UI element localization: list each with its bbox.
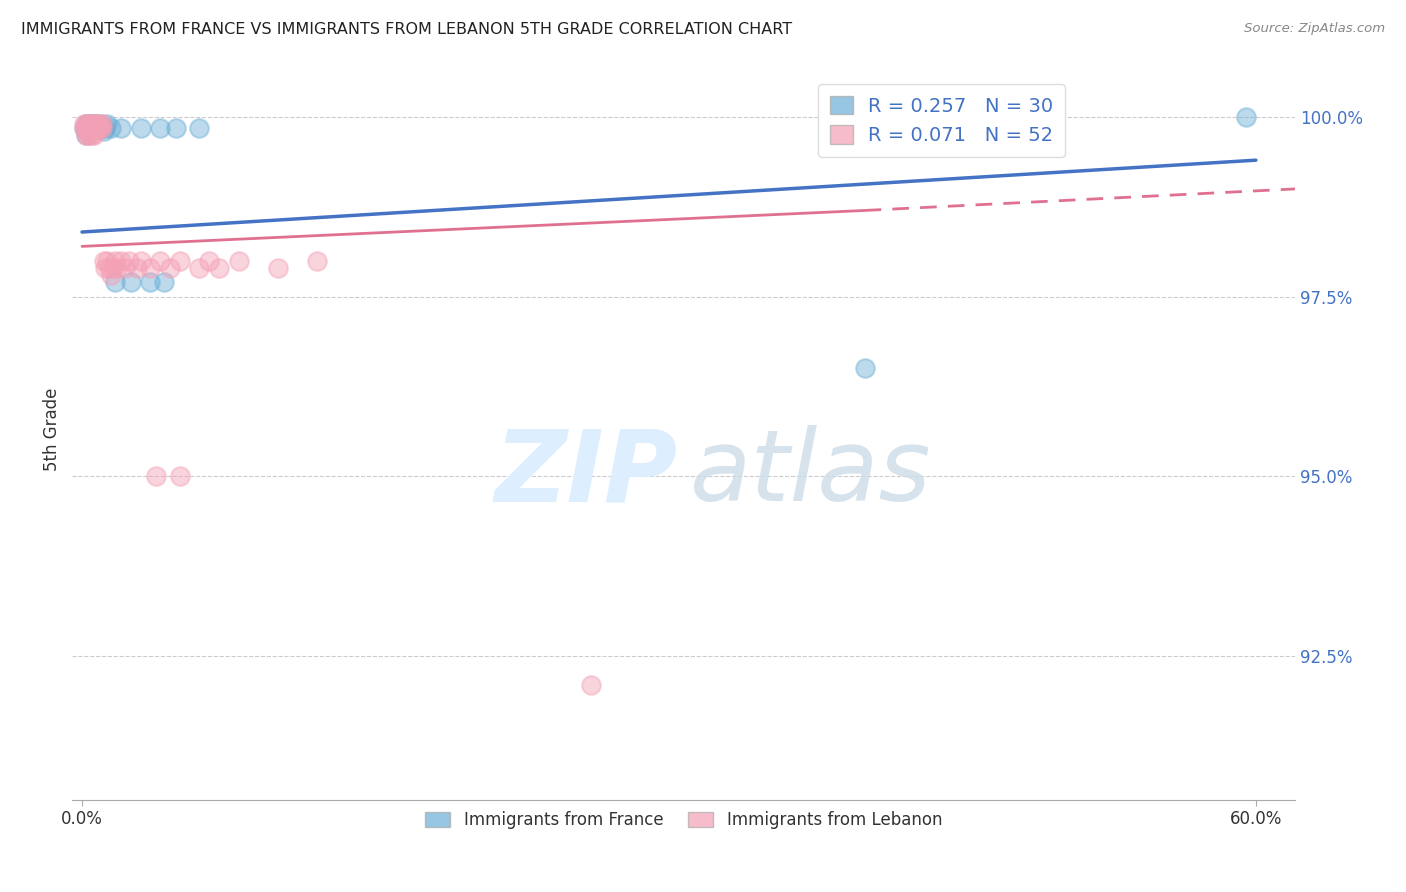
Point (94, 120, 117, 135)
Text: ZIP: ZIP (495, 425, 678, 523)
Text: Source: ZipAtlas.com: Source: ZipAtlas.com (1244, 22, 1385, 36)
Point (80, 117, 103, 131)
Point (110, 120, 132, 135)
Point (103, 260, 125, 275)
Point (75, 128, 97, 142)
Point (198, 253, 221, 268)
Point (149, 120, 172, 135)
Legend: Immigrants from France, Immigrants from Lebanon: Immigrants from France, Immigrants from … (419, 805, 949, 836)
Point (75, 117, 97, 131)
Text: IMMIGRANTS FROM FRANCE VS IMMIGRANTS FROM LEBANON 5TH GRADE CORRELATION CHART: IMMIGRANTS FROM FRANCE VS IMMIGRANTS FRO… (21, 22, 792, 37)
Point (73, 117, 96, 131)
Point (188, 260, 211, 275)
Point (159, 260, 181, 275)
Point (83, 117, 105, 131)
Point (75, 120, 97, 135)
Point (79, 117, 101, 131)
Point (89, 120, 111, 135)
Point (77, 120, 100, 135)
Point (80, 120, 103, 135)
Point (153, 275, 176, 289)
Point (105, 260, 128, 275)
Point (125, 260, 148, 275)
Point (73, 120, 96, 135)
Point (83, 128, 105, 142)
Point (579, 677, 602, 691)
Point (89, 117, 111, 131)
Point (75, 117, 97, 131)
Point (93, 253, 115, 268)
Point (94, 260, 117, 275)
Point (80, 128, 103, 142)
Point (104, 275, 127, 289)
Point (93, 124, 115, 138)
Point (149, 253, 172, 268)
Point (77, 117, 100, 131)
Point (129, 253, 152, 268)
Point (90, 117, 112, 131)
Point (84, 117, 107, 131)
Point (89, 117, 111, 131)
Point (83, 120, 105, 135)
Point (169, 253, 191, 268)
Point (80, 120, 103, 135)
Point (853, 361, 876, 376)
Point (145, 469, 167, 483)
Point (104, 253, 127, 268)
Point (83, 117, 105, 131)
Point (139, 260, 162, 275)
Point (80, 117, 103, 131)
Point (188, 120, 211, 135)
Point (100, 120, 122, 135)
Point (118, 253, 141, 268)
Point (77, 117, 100, 131)
Point (90, 120, 112, 135)
Point (98, 260, 121, 275)
Y-axis label: 5th Grade: 5th Grade (44, 388, 60, 471)
Point (1234, 110, 1257, 124)
Point (208, 260, 231, 275)
Point (75, 128, 97, 142)
Point (90, 120, 112, 135)
Point (86, 120, 108, 135)
Point (110, 253, 132, 268)
Point (266, 260, 288, 275)
Point (100, 268, 122, 282)
Point (79, 128, 101, 142)
Point (84, 117, 107, 131)
Point (129, 120, 152, 135)
Point (114, 260, 136, 275)
Point (86, 120, 108, 135)
Point (96, 117, 118, 131)
Point (228, 253, 250, 268)
Point (165, 120, 187, 135)
Point (83, 120, 105, 135)
Point (73, 120, 96, 135)
Point (79, 120, 101, 135)
Point (77, 120, 100, 135)
Point (79, 117, 101, 131)
Text: atlas: atlas (690, 425, 931, 523)
Point (84, 120, 107, 135)
Point (120, 275, 142, 289)
Point (79, 124, 101, 138)
Point (169, 469, 191, 483)
Point (77, 128, 100, 142)
Point (96, 253, 118, 268)
Point (86, 117, 108, 131)
Point (305, 253, 328, 268)
Point (139, 275, 162, 289)
